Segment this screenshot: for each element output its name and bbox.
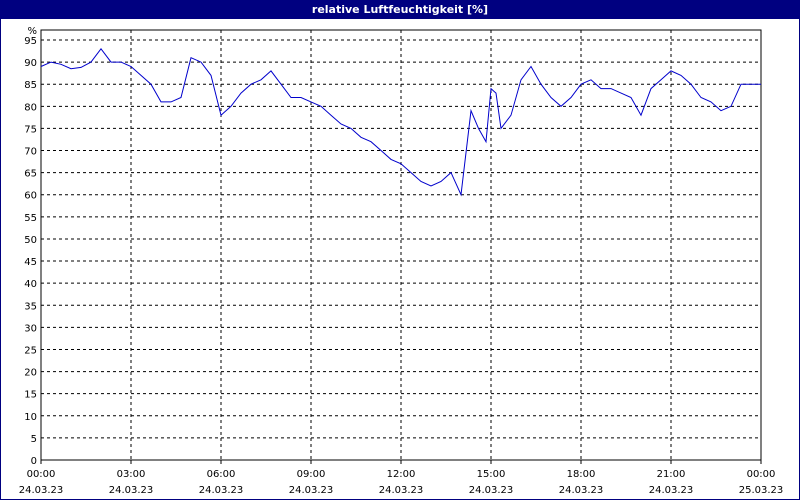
y-tick-label: 45 [24, 257, 37, 268]
chart-area: 0 5 10 15 20 25 30 35 40 45 50 55 60 65 70 75 80 85 90 95% 0… [1, 20, 799, 499]
y-axis-unit-label: % [27, 26, 37, 37]
y-tick-label: 15 [24, 390, 37, 401]
plot-frame [40, 29, 762, 461]
x-tick-date-label: 24.03.23 [379, 485, 424, 496]
humidity-series-line [40, 47, 761, 197]
x-tick-time-label: 00:00 [747, 469, 776, 480]
x-tick-date-label: 24.03.23 [199, 485, 244, 496]
y-tick-label: 95 [24, 36, 37, 47]
x-tick-date-label: 24.03.23 [469, 485, 514, 496]
y-tick-label: 60 [24, 191, 37, 202]
y-tick-label: 10 [24, 412, 37, 423]
y-tick-label: 65 [24, 169, 37, 180]
x-tick-time-label: 09:00 [297, 469, 326, 480]
humidity-line-chart: 0 5 10 15 20 25 30 35 40 45 50 55 60 65 70 75 80 85 90 95% 0… [19, 26, 784, 496]
y-tick-label: 25 [24, 345, 37, 356]
y-tick-label: 35 [24, 301, 37, 312]
x-tick-time-label: 03:00 [117, 469, 146, 480]
y-tick-label: 5 [31, 434, 37, 445]
y-tick-label: 90 [24, 58, 37, 69]
chart-title: relative Luftfeuchtigkeit [%] [1, 1, 799, 19]
y-tick-label: 0 [31, 456, 37, 467]
x-tick-time-label: 00:00 [27, 469, 56, 480]
y-tick-label: 20 [24, 368, 37, 379]
x-tick-date-label: 24.03.23 [109, 485, 154, 496]
y-tick-label: 75 [24, 124, 37, 135]
y-tick-label: 50 [24, 235, 37, 246]
x-tick-time-label: 12:00 [387, 469, 416, 480]
x-tick-time-label: 18:00 [567, 469, 596, 480]
x-tick-date-label: 24.03.23 [19, 485, 64, 496]
y-tick-label: 30 [24, 323, 37, 334]
x-tick-date-label: 24.03.23 [559, 485, 604, 496]
x-tick-time-label: 15:00 [477, 469, 506, 480]
y-tick-label: 85 [24, 80, 37, 91]
x-tick-time-label: 21:00 [657, 469, 686, 480]
x-tick-date-label: 25.03.23 [739, 485, 784, 496]
y-tick-label: 70 [24, 147, 37, 158]
y-tick-label: 40 [24, 279, 37, 290]
y-tick-label: 55 [24, 213, 37, 224]
x-tick-time-label: 06:00 [207, 469, 236, 480]
x-tick-date-label: 24.03.23 [289, 485, 334, 496]
y-tick-label: 80 [24, 102, 37, 113]
x-tick-date-label: 24.03.23 [649, 485, 694, 496]
